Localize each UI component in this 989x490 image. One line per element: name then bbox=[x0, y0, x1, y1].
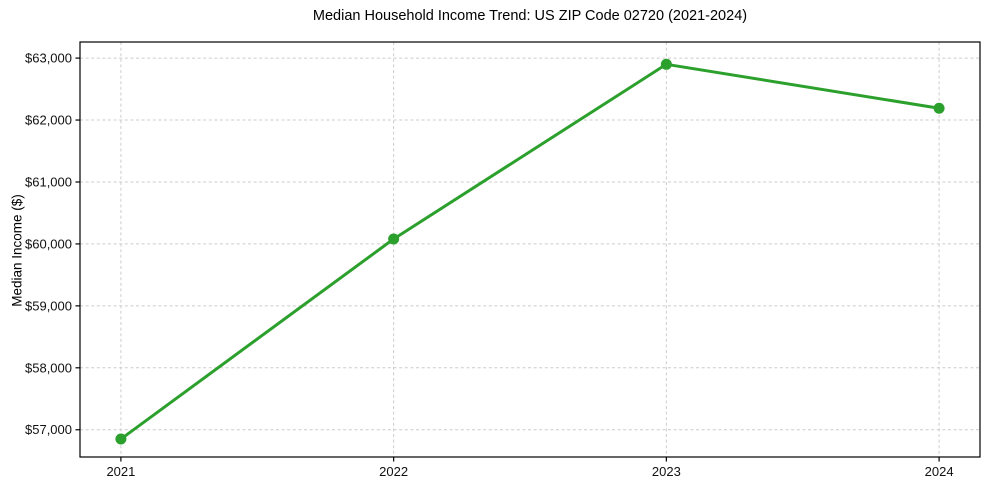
data-point-2021 bbox=[115, 433, 127, 445]
data-point-2022 bbox=[388, 233, 400, 245]
y-axis-label: Median Income ($) bbox=[9, 194, 25, 307]
y-tick-label: $58,000 bbox=[25, 360, 72, 375]
y-tick-label: $59,000 bbox=[25, 298, 72, 313]
x-tick-label: 2023 bbox=[652, 464, 681, 479]
trend-line bbox=[119, 62, 941, 441]
x-tick-label: 2022 bbox=[379, 464, 408, 479]
data-point-2023 bbox=[660, 58, 672, 70]
data-point-2024 bbox=[933, 102, 945, 114]
y-tick-label: $61,000 bbox=[25, 174, 72, 189]
chart-title: Median Household Income Trend: US ZIP Co… bbox=[312, 8, 748, 24]
y-tick-label: $60,000 bbox=[25, 236, 72, 251]
y-tick-label: $62,000 bbox=[25, 113, 72, 128]
y-tick-label: $63,000 bbox=[25, 51, 72, 66]
y-tick-label: $57,000 bbox=[25, 422, 72, 437]
x-tick-label: 2024 bbox=[925, 464, 954, 479]
plot-border bbox=[79, 41, 981, 458]
x-tick-label: 2021 bbox=[106, 464, 135, 479]
